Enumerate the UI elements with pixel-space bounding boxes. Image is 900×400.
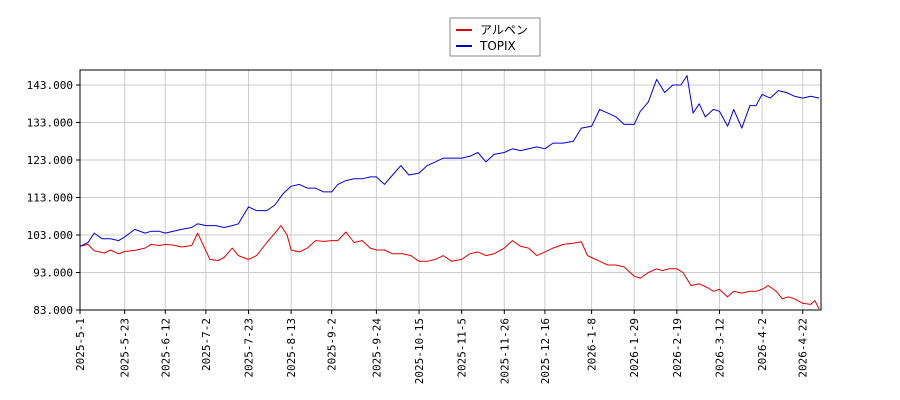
x-tick-label: 2026-4-22: [797, 318, 810, 378]
series-line-topix: [79, 75, 820, 247]
x-tick-label: 2025-11-5: [456, 318, 469, 378]
series-line-alpen: [79, 225, 820, 310]
legend: アルペン TOPIX: [449, 17, 541, 57]
legend-label-alpen: アルペン: [480, 23, 528, 37]
y-tick-label: 103.000: [27, 229, 73, 242]
x-tick-label: 2025-9-2: [326, 318, 339, 371]
x-tick-label: 2026-1-8: [586, 318, 599, 371]
x-tick-label: 2025-9-24: [370, 318, 383, 378]
x-tick-label: 2025-10-15: [413, 318, 426, 384]
y-tick-label: 93.000: [33, 267, 73, 280]
x-tick-label: 2026-1-29: [628, 318, 641, 378]
y-tick-label: 113.000: [27, 192, 73, 205]
legend-label-topix: TOPIX: [479, 39, 516, 53]
series-lines: [79, 75, 820, 310]
x-tick-label: 2025-5-1: [74, 318, 87, 371]
plot-frame: [79, 69, 822, 311]
x-tick-label: 2026-4-2: [756, 318, 769, 371]
x-tick-label: 2025-7-23: [243, 318, 256, 378]
x-tick-label: 2025-5-23: [119, 318, 132, 378]
x-tick-label: 2025-8-13: [285, 318, 298, 378]
x-tick-label: 2026-3-12: [713, 318, 726, 378]
x-tick-label: 2025-6-12: [159, 318, 172, 378]
x-tick-label: 2025-12-16: [539, 318, 552, 384]
y-axis: 83.000 93.000 103.000 113.000 123.000 133.000…: [27, 79, 80, 317]
x-tick-label: 2026-2-19: [671, 318, 684, 378]
grid-lines: [79, 70, 821, 311]
y-tick-label: 123.000: [27, 154, 73, 167]
y-tick-label: 83.000: [33, 304, 73, 317]
x-axis: 2025-5-1 2025-5-23 2025-6-12 2025-7-2 2025-7…: [74, 310, 810, 384]
x-tick-label: 2025-11-26: [498, 318, 511, 384]
y-tick-label: 143.000: [27, 79, 73, 92]
y-tick-label: 133.000: [27, 117, 73, 130]
x-tick-label: 2025-7-2: [200, 318, 213, 371]
legend-box: [449, 17, 541, 57]
